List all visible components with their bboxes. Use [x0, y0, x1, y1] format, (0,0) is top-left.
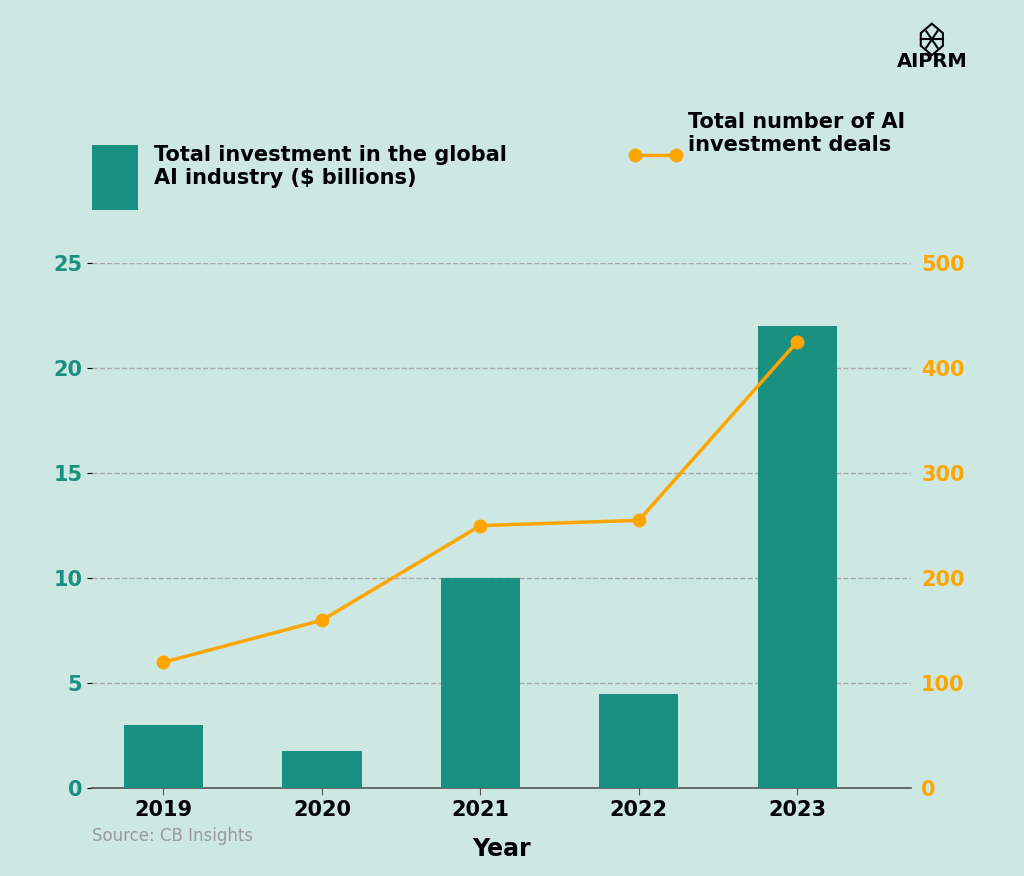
Text: AIPRM: AIPRM [896, 52, 968, 71]
Text: Total number of AI
investment deals: Total number of AI investment deals [688, 112, 905, 155]
Bar [283, 751, 361, 788]
Bar [599, 694, 679, 788]
Bar [124, 725, 203, 788]
Bar [440, 578, 520, 788]
Bar [758, 326, 837, 788]
X-axis label: Year: Year [472, 837, 531, 861]
Text: Source: CB Insights: Source: CB Insights [92, 827, 253, 845]
Text: Total investment in the global
AI industry ($ billions): Total investment in the global AI indust… [154, 145, 507, 187]
